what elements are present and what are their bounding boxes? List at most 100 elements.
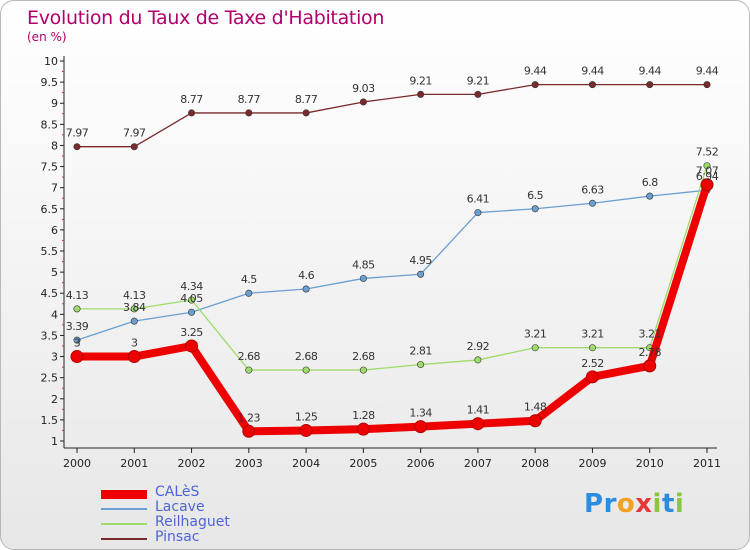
data-label: 6.8 [642,176,658,189]
data-label: 3.21 [581,328,604,341]
data-label: 9.03 [352,82,375,95]
legend-swatch [101,489,147,499]
legend: CALèS Lacave Reilhaguet Pinsac [101,484,341,546]
logo-letter: o [616,489,636,519]
data-label: 2.68 [295,350,318,363]
data-label: 4.5 [241,273,257,286]
series-line [76,83,708,148]
data-point [703,162,711,170]
y-tick-label: 4 [51,308,58,321]
x-tick-label: 2001 [120,457,148,470]
data-point [127,350,141,364]
data-point [531,344,539,352]
data-label: 1.25 [295,410,318,423]
legend-swatch [101,508,147,510]
data-label: 2.68 [352,350,375,363]
data-point [588,344,596,352]
data-point [188,109,196,117]
data-label: 4.13 [66,289,89,302]
y-tick-label: 5.5 [41,245,59,258]
data-label: 2.68 [238,350,261,363]
x-tick-label: 2002 [178,457,206,470]
data-label: 2.78 [638,346,661,359]
data-point [188,296,196,304]
data-label: 7.52 [696,146,719,159]
y-tick-label: 2.5 [41,372,59,385]
data-point [130,317,138,325]
data-label: 7.07 [696,165,719,178]
data-point [185,339,199,353]
data-label: 4.85 [352,258,375,271]
logo-letter: t [661,489,675,519]
data-label: 1.28 [352,409,375,422]
y-tick-label: 6.5 [41,203,59,216]
y-tick-label: 6 [51,224,58,237]
data-point [531,205,539,213]
data-label: 3.84 [123,301,146,314]
data-label: 3.21 [638,328,661,341]
data-point [414,420,428,434]
data-label: 1.48 [524,401,547,414]
data-label: 4.13 [123,289,146,302]
data-point [359,98,367,106]
chart-unit: (en %) [27,30,67,44]
y-tick-label: 3.5 [41,329,59,342]
series-line [73,180,711,436]
data-label: 7.97 [123,127,146,140]
chart-title: Evolution du Taux de Taxe d'Habitation [27,7,385,29]
data-label: 8.77 [238,93,261,106]
x-tick-label: 2007 [464,457,492,470]
legend-swatch [101,523,147,525]
x-tick-label: 2003 [235,457,263,470]
x-tick-label: 2010 [636,457,664,470]
data-point [703,81,711,89]
data-label: 9.21 [467,74,490,87]
series-line [76,189,708,341]
legend-swatch [101,538,147,540]
data-point [646,81,654,89]
data-point [471,417,485,431]
data-label: 8.77 [180,93,203,106]
data-point [356,422,370,436]
y-tick-label: 10 [44,55,58,68]
y-tick-label: 8.5 [41,118,59,131]
y-tick-label: 2 [51,393,58,406]
y-tick-label: 3 [51,351,58,364]
data-label: 6.41 [467,193,490,206]
logo-letter: i [674,489,685,519]
data-label: 9.44 [638,65,661,78]
data-label: 6.63 [581,183,604,196]
data-point [130,305,138,313]
x-tick-label: 2000 [63,457,91,470]
x-tick-label: 2004 [292,457,320,470]
data-point [302,366,310,374]
logo-letter: P [584,489,604,519]
data-point [643,359,657,373]
data-point [646,192,654,200]
data-label: 3.21 [524,328,547,341]
data-label: 1.23 [238,411,261,424]
data-label: 1.34 [409,407,432,420]
data-point [588,81,596,89]
y-tick-label: 1.5 [41,414,59,427]
data-point [242,424,256,438]
data-label: 9.21 [409,74,432,87]
legend-item: Reilhaguet [101,515,341,531]
data-label: 4.05 [180,292,203,305]
y-tick-label: 7 [51,182,58,195]
x-tick-label: 2011 [693,457,721,470]
data-point [245,366,253,374]
data-label: 2.92 [467,340,490,353]
y-tick-label: 7.5 [41,161,59,174]
series-1 [73,186,711,344]
series-2 [73,162,711,374]
legend-label: Lacave [155,499,205,515]
data-label: 3.39 [66,320,89,333]
data-label: 7.97 [66,127,89,140]
data-point [73,305,81,313]
data-point [417,90,425,98]
data-point [474,356,482,364]
legend-label: CALèS [155,484,200,500]
x-tick-label: 2009 [578,457,606,470]
